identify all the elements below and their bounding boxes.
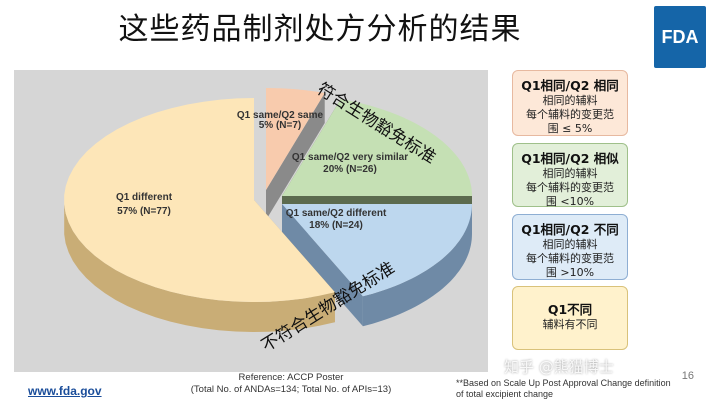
legend-box-1: Q1相同/Q2 相同 相同的辅料 每个辅料的变更范围 ≤ 5% — [512, 70, 628, 136]
watermark: 知乎 @熊猫博士 — [504, 358, 614, 376]
legend-box-2: Q1相同/Q2 相似 相同的辅料 每个辅料的变更范围 <10% — [512, 143, 628, 208]
legend-box-text: 每个辅料的变更范 — [526, 252, 614, 265]
slice-label: Q1 same/Q2 same — [237, 110, 324, 121]
slice-value-label: 18% (N=24) — [309, 220, 363, 231]
pie-slice-edge — [282, 204, 363, 327]
legend-box-3: Q1相同/Q2 不同 相同的辅料 每个辅料的变更范围 >10% — [512, 214, 628, 280]
pie-slice — [282, 99, 472, 196]
legend-box-text: 辅料有不同 — [542, 318, 598, 331]
reference-line-2: (Total No. of ANDAs=134; Total No. of AP… — [190, 384, 392, 395]
reference: Reference: ACCP Poster (Total No. of AND… — [176, 372, 406, 396]
fda-logo: FDA — [654, 6, 706, 68]
chart-panel: Q1 same/Q2 same 5% (N=7) Q1 same/Q2 very s… — [14, 70, 488, 372]
pie-tops — [64, 88, 472, 302]
slice-label: Q1 same/Q2 very similar — [292, 152, 408, 163]
footnote-line-1: **Based on Scale Up Post Approval Change… — [456, 378, 671, 388]
page-title: 这些药品制剂处方分析的结果 — [118, 12, 522, 47]
reference-line-1: Reference: ACCP Poster — [238, 372, 344, 383]
slide-number: 16 — [681, 370, 694, 382]
legend-box-4: Q1不同 辅料有不同 — [512, 286, 628, 350]
legend-box-text: 每个辅料的变更范 — [526, 181, 614, 194]
legend-box-text: 相同的辅料 — [542, 94, 598, 107]
legend-box-text: 每个辅料的变更范 — [526, 108, 614, 121]
footnote-line-2: of total excipient change — [456, 389, 554, 399]
pie-slice-edge — [266, 92, 325, 220]
footnote: **Based on Scale Up Post Approval Change… — [456, 378, 696, 400]
pie-slice — [64, 98, 335, 302]
slice-value-label: 57% (N=77) — [117, 206, 171, 217]
pie-slice-side — [64, 195, 335, 332]
slice-value-label: 20% (N=26) — [323, 164, 377, 175]
legend-box-title: Q1相同/Q2 相同 — [521, 78, 619, 93]
legend-box-text: 围 <10% — [545, 195, 595, 208]
legend-box-title: Q1相同/Q2 不同 — [521, 222, 619, 237]
pie-slice-side — [362, 204, 472, 327]
slice-label: Q1 same/Q2 different — [286, 208, 387, 219]
legend-box-title: Q1不同 — [547, 302, 593, 317]
legend-box-text: 相同的辅料 — [542, 238, 598, 251]
pie-slice — [266, 88, 325, 190]
legend-box-text: 相同的辅料 — [542, 167, 598, 180]
pie-slice — [282, 204, 472, 297]
legend-box-text: 围 ≤ 5% — [547, 122, 593, 135]
legend-box-title: Q1相同/Q2 相似 — [521, 151, 619, 166]
slice-label: Q1 different — [116, 192, 173, 203]
legend-box-text: 围 >10% — [545, 266, 595, 279]
slice-value-label: 5% (N=7) — [259, 120, 302, 131]
footer-link[interactable]: www.fda.gov — [28, 384, 102, 398]
